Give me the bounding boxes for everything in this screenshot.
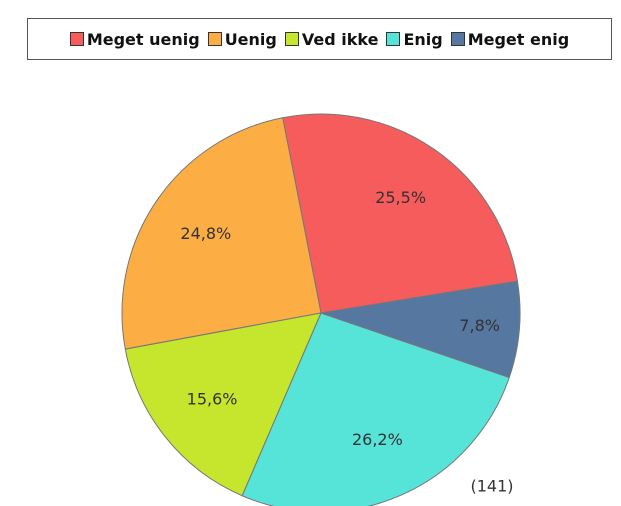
legend-item: Uenig (207, 29, 277, 49)
legend-item: Meget uenig (69, 29, 200, 49)
legend-swatch (450, 32, 465, 46)
slice-label: 25,5% (375, 188, 426, 207)
legend-label: Ved ikke (301, 29, 379, 49)
legend-label: Meget uenig (86, 29, 200, 49)
slice-label: 15,6% (187, 389, 238, 408)
legend-label: Meget enig (467, 29, 570, 49)
slice-label: 26,2% (352, 430, 403, 449)
annotation: (141) (470, 477, 513, 496)
legend-swatch (207, 32, 222, 46)
pie-slice (320, 280, 521, 379)
legend-label: Uenig (224, 29, 277, 49)
slice-label: 7,8% (459, 316, 500, 335)
slice-label: 24,8% (180, 224, 231, 243)
pie-slice (124, 312, 322, 497)
legend: Meget uenig Uenig Ved ikke Enig Meget enig (27, 18, 612, 60)
legend-label: Enig (403, 29, 443, 49)
legend-swatch (69, 32, 84, 46)
pie-slice (121, 117, 322, 350)
pie-slice (282, 113, 519, 314)
legend-swatch (386, 32, 401, 46)
pie-slice (241, 312, 510, 506)
legend-swatch (284, 32, 299, 46)
legend-item: Enig (386, 29, 443, 49)
legend-item: Ved ikke (284, 29, 379, 49)
legend-item: Meget enig (450, 29, 570, 49)
